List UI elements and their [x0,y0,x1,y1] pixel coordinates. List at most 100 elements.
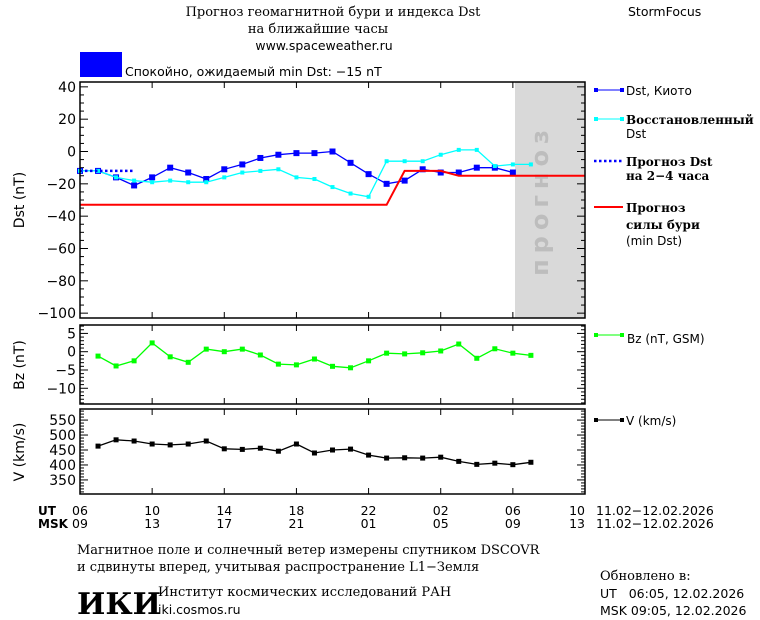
msk-tick-label: 09 [72,516,88,531]
v-y-tick-label: 400 [49,458,76,474]
v-series-0-point [348,446,354,452]
dst-series-1-point [132,178,137,183]
v-series-0-point [149,441,155,447]
updated-msk: MSK 09:05, 12.02.2026 [600,603,746,618]
footer-note-2: и сдвинуты вперед, учитывая распростране… [77,560,479,575]
msk-tick-label: 13 [569,516,585,531]
dst-axis-title: Dst (nT) [12,172,28,228]
bz-y-tick-label: 0 [67,345,76,361]
dst-series-1-point [366,194,371,199]
legend: Dst, Киото Восстановленный Dst Прогноз D… [594,84,754,428]
ut-tick-label: 06 [505,503,521,518]
dst-series-1-point [168,178,173,183]
v-series-0-point [131,438,137,444]
updated-label: Обновлено в: [600,569,691,584]
legend-bz-marker [620,333,624,337]
dst-y-tick-label: −60 [46,241,76,257]
status-text: Спокойно, ожидаемый min Dst: −15 nT [125,64,382,79]
legend-bz: Bz (nT, GSM) [627,332,705,346]
v-series-0-point [510,462,516,468]
v-y-tick-label: 500 [49,428,76,444]
dst-series-0-point [167,164,174,171]
dst-series-1-point [420,159,425,164]
v-series-0-point [366,452,372,458]
dst-series-1-point [114,175,119,180]
bz-series-0-point [384,350,390,356]
ut-date-range: 11.02−12.02.2026 [596,503,714,518]
v-series-0-point [203,438,209,444]
legend-dst-forecast-2: на 2−4 часа [626,169,710,183]
bz-series-0-line [97,342,531,369]
dst-y-tick-label: −80 [46,274,76,290]
dst-series-0-point [149,174,156,181]
dst-series-1-point [312,176,317,181]
dst-series-0-point [293,150,300,157]
dst-series-0-point [509,169,516,176]
bz-y-tick-label: −5 [55,363,76,379]
dst-series-0-point [383,180,390,187]
bz-series-0-point [95,353,101,359]
v-series-0-point [384,455,390,461]
dst-panel-frame [79,81,586,319]
dst-series-1-point [474,147,479,152]
msk-tick-label: 17 [216,516,232,531]
bz-series-0-point [456,341,462,347]
legend-dst-restored-2: Dst [626,127,646,141]
msk-label: MSK [38,517,69,531]
v-y-tick-label: 350 [49,473,76,489]
bz-panel-frame [79,324,586,405]
institute-name: Институт космических исследований РАН [158,585,451,600]
institute-site[interactable]: iki.cosmos.ru [158,602,241,617]
ut-tick-label: 02 [433,503,449,518]
updated-ut: UT 06:05, 12.02.2026 [600,586,744,601]
v-panel-frame [79,408,586,495]
dst-series-0-point [275,151,282,158]
bz-series-0-point [257,352,263,358]
ut-tick-label: 18 [288,503,304,518]
dst-series-1-point [510,162,515,167]
status-color-box [80,52,122,77]
v-series-0-point [275,448,281,454]
v-series-0-point [221,446,227,452]
bz-series-0-point [311,356,317,362]
ut-tick-label: 10 [144,503,160,518]
bz-series-0-point [167,354,173,360]
v-series-0-point [420,455,426,461]
bz-series-0-point [293,362,299,368]
v-axis-title: V (km/s) [12,423,28,482]
dst-series-1-point [204,180,209,185]
bz-series-0-point [348,365,354,371]
dst-series-1-point [186,180,191,185]
legend-dst-kyoto: Dst, Киото [626,84,692,98]
dst-y-tick-label: −100 [38,306,76,322]
v-series-0-point [257,445,263,451]
ut-tick-label: 06 [72,503,88,518]
bz-axis-title: Bz (nT) [12,340,28,390]
dst-series-1-point [492,164,497,169]
dst-series-1-point [240,170,245,175]
dst-series-3-line [80,169,585,206]
bz-series-0-point [528,352,534,358]
bz-series-0-point [438,348,444,354]
dst-series-1-point [384,159,389,164]
bz-series-0-point [275,361,281,367]
v-series-0-point [167,442,173,448]
legend-v-marker [594,418,598,422]
msk-tick-label: 01 [361,516,377,531]
title-line-1: Прогноз геомагнитной бури и индекса Dst [186,5,482,20]
v-series-0-point [492,460,498,466]
dst-series-0-point [419,166,426,173]
msk-date-range: 11.02−12.02.2026 [596,516,714,531]
legend-dst-kyoto-marker [620,88,624,92]
brand-label: StormFocus [628,4,701,19]
dst-series-0-point [473,164,480,171]
bz-series-0-point [113,363,119,369]
legend-dst-kyoto-marker [594,88,598,92]
legend-dst-restored-marker [620,117,624,121]
v-series-0-point [474,461,480,467]
ut-label: UT [38,504,57,518]
legend-dst-restored-1: Восстановленный [626,113,754,127]
dst-series-1-point [96,168,101,173]
bz-series-0-point [420,350,426,356]
bz-series-0-point [149,340,155,346]
